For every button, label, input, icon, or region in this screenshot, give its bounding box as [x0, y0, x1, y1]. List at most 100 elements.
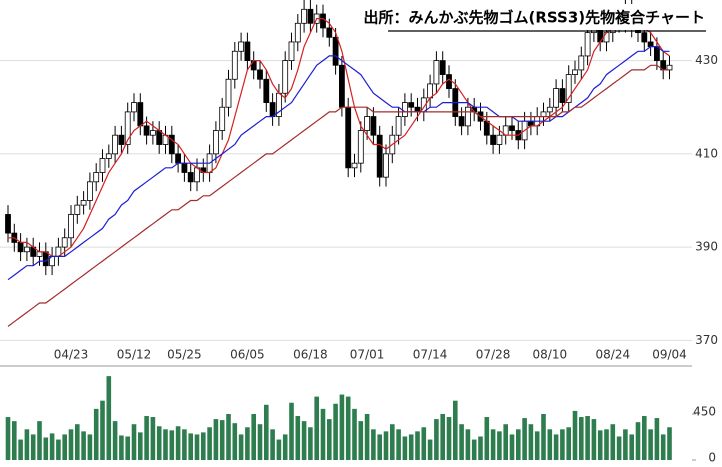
candle-body: [61, 237, 68, 248]
candle-body: [149, 130, 156, 136]
volume-bar: [106, 376, 112, 460]
x-tick-label: 05/12: [117, 348, 152, 362]
volume-bar: [440, 413, 445, 460]
volume-bar: [93, 408, 99, 460]
volume-bar: [579, 417, 584, 460]
volume-bar: [371, 429, 376, 460]
volume-bar: [585, 416, 590, 460]
candle-body: [212, 130, 219, 155]
volume-bar: [112, 421, 118, 460]
volume-bar: [572, 410, 578, 460]
volume-bar: [43, 437, 49, 460]
candle-body: [332, 36, 339, 66]
candle-body: [433, 60, 440, 85]
volume-bar: [446, 417, 452, 460]
candle-body: [490, 134, 497, 145]
volume-bar: [497, 431, 502, 460]
x-tick-label: 04/23: [54, 348, 89, 362]
x-tick-label: 09/04: [652, 348, 687, 362]
candle-body: [74, 204, 81, 215]
moving-average-line: [8, 18, 670, 257]
volume-bar: [226, 413, 231, 460]
candle-body: [546, 106, 553, 113]
volume-bar: [547, 429, 553, 460]
candle-body: [156, 130, 163, 145]
volume-bar: [138, 432, 143, 460]
title-background: [388, 4, 710, 30]
volume-bar: [87, 434, 93, 460]
candle-body: [269, 102, 276, 117]
candle-body: [408, 102, 415, 108]
volume-bar: [81, 431, 86, 460]
volume-bar: [182, 429, 187, 460]
candle-body: [376, 134, 383, 178]
candle-body: [257, 69, 263, 80]
candle-body: [87, 181, 93, 201]
candle-body: [175, 153, 182, 164]
candle-body: [572, 69, 578, 75]
candle-body: [99, 158, 106, 173]
volume-bar: [30, 434, 36, 460]
volume-bar: [522, 418, 527, 460]
volume-bar: [188, 433, 193, 460]
volume-bar: [453, 400, 458, 460]
candle-body: [496, 134, 503, 145]
candle-body: [395, 116, 402, 136]
candle-body: [584, 32, 591, 57]
volume-bar: [667, 427, 672, 460]
volume-bar: [623, 429, 628, 460]
volume-bar: [251, 413, 256, 460]
candle-body: [288, 41, 295, 62]
x-tick-label: 05/25: [167, 348, 202, 362]
volume-bar: [490, 429, 496, 460]
candle-body: [565, 74, 572, 103]
candle-body: [553, 88, 559, 108]
candle-body: [654, 46, 660, 62]
candle-body: [364, 116, 371, 131]
volume-bar: [635, 422, 641, 460]
volume-bar: [68, 429, 74, 460]
candle-body: [414, 106, 421, 113]
candle-body: [118, 134, 125, 145]
volume-bar: [566, 427, 571, 460]
candle-body: [578, 55, 585, 71]
candle-body: [282, 60, 289, 94]
volume-bar: [232, 423, 238, 460]
candle-body: [338, 64, 345, 108]
volume-bar: [528, 424, 534, 460]
candle-body: [137, 102, 144, 127]
candle-body: [263, 78, 270, 103]
candle-body: [219, 106, 226, 131]
volume-bar: [320, 408, 326, 460]
volume-bar: [333, 403, 338, 460]
candle-body: [401, 102, 408, 117]
candle-body: [345, 106, 352, 169]
candle-body: [603, 32, 610, 43]
y-tick-label: 390: [695, 240, 718, 254]
volume-bar: [245, 427, 250, 460]
volume-bar: [642, 416, 647, 460]
candle-body: [509, 125, 515, 131]
volume-bar: [345, 396, 351, 460]
volume-bar: [396, 429, 401, 460]
volume-bar: [131, 424, 137, 460]
volume-tick-label: 450: [693, 404, 716, 418]
x-tick-label: 08/24: [596, 348, 631, 362]
candle-body: [666, 64, 673, 71]
candle-body: [427, 83, 434, 99]
candle-body: [194, 167, 200, 183]
volume-bar: [56, 439, 61, 460]
volume-bar: [358, 421, 364, 460]
chart-title: 出所：みんかぶ先物ゴム(RSS3)先物複合チャート: [364, 9, 705, 27]
volume-bar: [5, 417, 11, 460]
candle-body: [294, 22, 301, 43]
candle-body: [464, 106, 471, 127]
volume-bar: [119, 435, 124, 460]
volume-bar: [314, 396, 319, 460]
candle-body: [80, 200, 87, 206]
candle-body: [244, 41, 251, 62]
candle-body: [187, 172, 194, 183]
candle-body: [351, 162, 358, 169]
volume-bar: [194, 434, 200, 460]
volume-tick-label: 0: [708, 451, 716, 465]
